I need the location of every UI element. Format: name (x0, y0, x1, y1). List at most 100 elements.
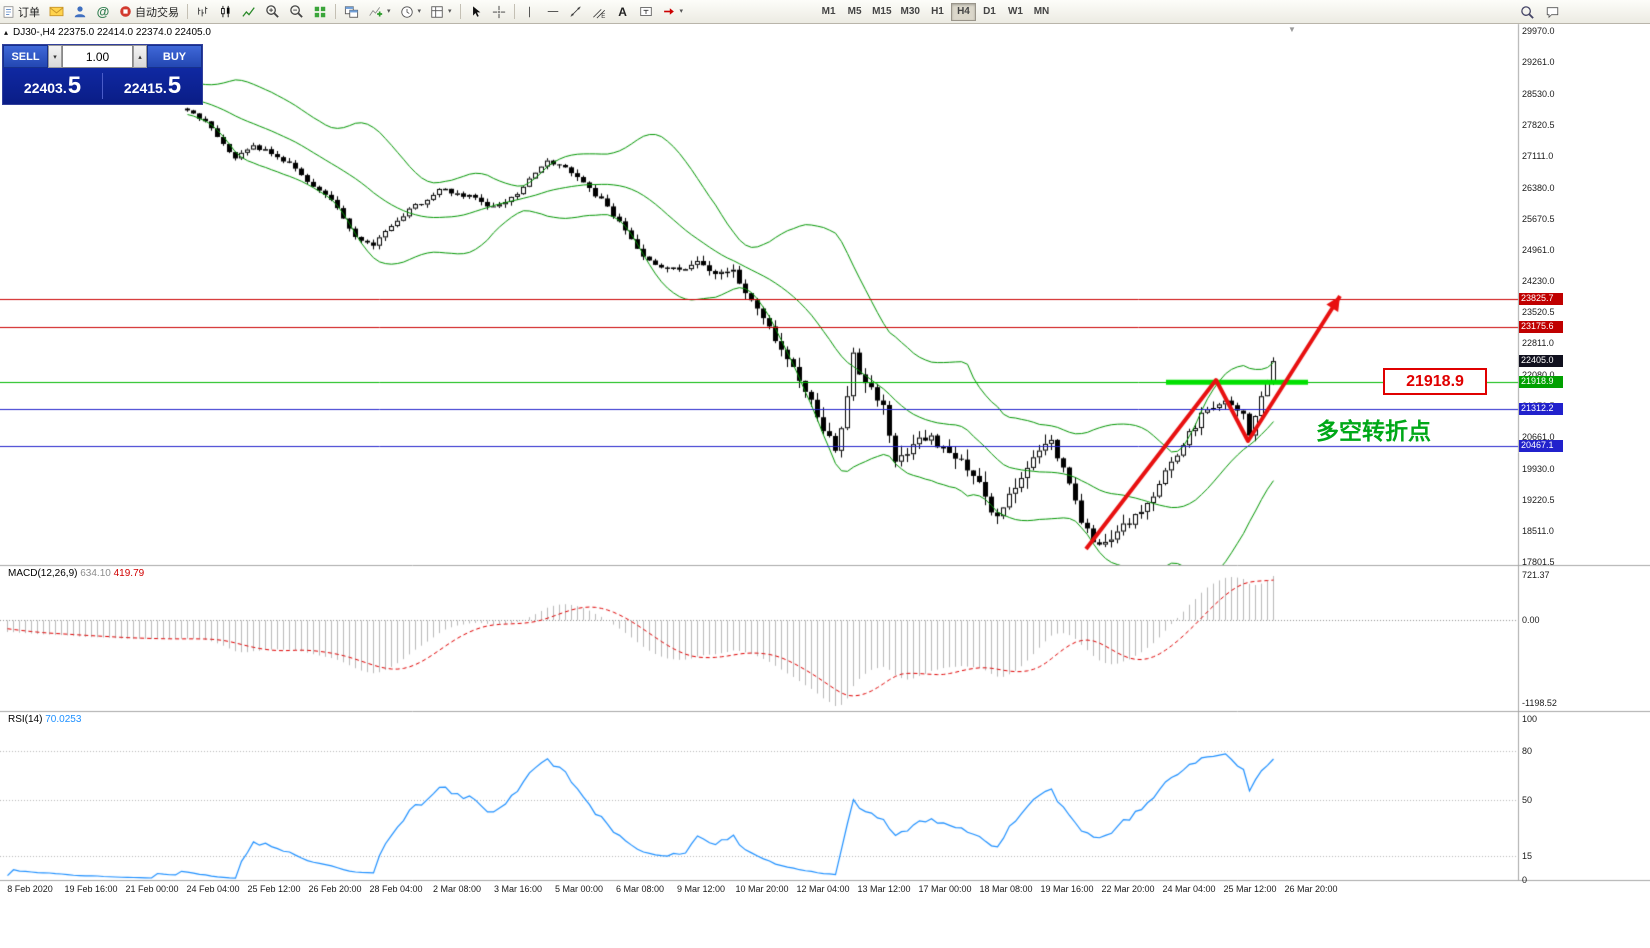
new-order-button[interactable]: 订单 (0, 2, 44, 22)
chat-button[interactable] (1541, 2, 1564, 22)
sell-price[interactable]: 22403. 5 (3, 72, 102, 100)
accounts-button[interactable] (69, 2, 91, 22)
sell-price-big-digit: 5 (67, 72, 82, 100)
line-tools-group: E A ▾ (519, 2, 688, 22)
price-tag: 23175.6 (1519, 321, 1563, 333)
vertical-line-button[interactable] (519, 2, 541, 22)
date-axis-tick: 8 Feb 2020 (7, 884, 53, 894)
template-button[interactable]: ▾ (426, 2, 456, 22)
rsi-axis-tick: 50 (1522, 795, 1533, 805)
price-axis-tick: 26380.0 (1522, 183, 1555, 193)
timeframe-h4-button[interactable]: H4 (950, 2, 976, 21)
zoom-out-button[interactable] (285, 2, 308, 22)
autotrading-button[interactable]: 自动交易 (115, 2, 183, 22)
buy-button[interactable]: BUY (147, 45, 202, 68)
timeframe-m15-button[interactable]: M15 (868, 3, 895, 21)
price-axis-tick: 19220.5 (1522, 495, 1555, 505)
timeframe-w1-button[interactable]: W1 (1003, 3, 1028, 21)
crosshair-button[interactable] (488, 2, 510, 22)
news-button[interactable] (45, 2, 68, 22)
zoom-in-icon (266, 5, 279, 18)
tile-windows-button[interactable] (340, 2, 363, 22)
equidistant-channel-button[interactable]: E (588, 2, 611, 22)
timeframe-m1-button[interactable]: M1 (816, 3, 841, 21)
rsi-name: RSI(14) (8, 714, 43, 725)
chart-title: DJ30-,H4 22375.0 22414.0 22374.0 22405.0 (13, 27, 211, 38)
toolbar-separator (459, 4, 461, 19)
search-icon (1521, 5, 1534, 19)
price-axis-tick: 20661.0 (1522, 432, 1555, 442)
timeframe-h1-button[interactable]: H1 (925, 3, 950, 21)
dropdown-caret-icon: ▾ (448, 8, 452, 15)
price-axis-tick: 29970.0 (1522, 26, 1555, 36)
indicator-plus-icon (369, 7, 383, 17)
candlestick-chart-icon (221, 5, 230, 17)
price-axis-tick: 23520.5 (1522, 307, 1555, 317)
price-tag: 22405.0 (1519, 355, 1563, 367)
rsi-axis-tick: 15 (1522, 851, 1533, 861)
date-axis-tick: 24 Feb 04:00 (186, 884, 240, 894)
macd-axis-tick: 0.00 (1522, 615, 1540, 625)
at-icon: @ (96, 4, 110, 19)
grid-icon (314, 6, 326, 17)
buy-price[interactable]: 22415. 5 (103, 72, 202, 100)
chart-shift-marker[interactable]: ▼ (1288, 25, 1296, 34)
vertical-line-icon (529, 6, 530, 17)
bar-chart-icon (198, 6, 208, 16)
tile-windows-icon (344, 5, 359, 18)
volume-decrease-button[interactable]: ▾ (48, 45, 62, 68)
dropdown-caret-icon: ▾ (679, 8, 684, 15)
date-axis-tick: 22 Mar 20:00 (1101, 884, 1155, 894)
buy-price-big-digit: 5 (167, 72, 182, 100)
rsi-axis-tick: 80 (1522, 746, 1533, 756)
sell-button[interactable]: SELL (3, 45, 48, 68)
rsi-label: RSI(14) 70.0253 (8, 714, 81, 725)
price-axis-tick: 19930.0 (1522, 464, 1555, 474)
price-axis-tick: 17801.5 (1522, 557, 1555, 567)
add-indicator-button[interactable]: ▾ (364, 2, 395, 22)
timeframe-m5-button[interactable]: M5 (842, 3, 867, 21)
user-icon (74, 5, 86, 17)
date-axis-tick: 24 Mar 04:00 (1162, 884, 1216, 894)
community-button[interactable]: @ (92, 2, 114, 22)
timeframe-mn-button[interactable]: MN (1029, 3, 1054, 21)
date-axis-tick: 10 Mar 20:00 (735, 884, 789, 894)
price-divider (102, 73, 103, 99)
panel-collapse-arrow[interactable]: ▴ (4, 27, 9, 37)
price-callout[interactable]: 21918.9 (1383, 368, 1487, 395)
bar-chart-button[interactable] (192, 2, 214, 22)
search-button[interactable] (1516, 2, 1539, 22)
price-axis-tick: 18511.0 (1522, 526, 1554, 536)
cursor-button[interactable] (465, 2, 487, 22)
candlestick-chart-button[interactable] (215, 2, 237, 22)
volume-input[interactable] (62, 45, 133, 68)
horizontal-line-button[interactable] (542, 2, 564, 22)
line-chart-button[interactable] (238, 2, 260, 22)
arrow-tool-icon (663, 8, 674, 15)
chart-type-group (192, 2, 260, 22)
price-axis-tick: 29261.0 (1522, 57, 1555, 67)
date-axis-tick: 26 Feb 20:00 (308, 884, 362, 894)
price-tag: 21918.9 (1519, 376, 1563, 388)
one-click-trading-panel: SELL ▾ ▴ BUY 22403.5 22415.5 (2, 44, 203, 105)
chart-header: ▴ DJ30-,H4 22375.0 22414.0 22374.0 22405… (4, 27, 211, 38)
timeframe-d1-button[interactable]: D1 (977, 3, 1002, 21)
timeframe-m30-button[interactable]: M30 (897, 3, 924, 21)
text-label-button[interactable] (635, 2, 657, 22)
dropdown-caret-icon: ▾ (387, 8, 391, 15)
price-axis-tick: 28530.0 (1522, 89, 1555, 99)
mail-icon (49, 6, 64, 17)
period-button[interactable]: ▾ (396, 2, 426, 22)
zoom-in-button[interactable] (261, 2, 284, 22)
sell-price-main: 22403. (23, 80, 67, 97)
dropdown-caret-icon: ▾ (417, 8, 422, 15)
date-axis-tick: 5 Mar 00:00 (554, 884, 604, 894)
arrows-tool-button[interactable]: ▾ (658, 2, 688, 22)
price-axis-tick: 25670.5 (1522, 214, 1555, 224)
volume-increase-button[interactable]: ▴ (133, 45, 147, 68)
turning-point-label[interactable]: 多空转折点 (1316, 418, 1431, 444)
text-tool-button[interactable]: A (612, 2, 634, 22)
trendline-button[interactable] (565, 2, 587, 22)
auto-arrange-button[interactable] (309, 2, 331, 22)
